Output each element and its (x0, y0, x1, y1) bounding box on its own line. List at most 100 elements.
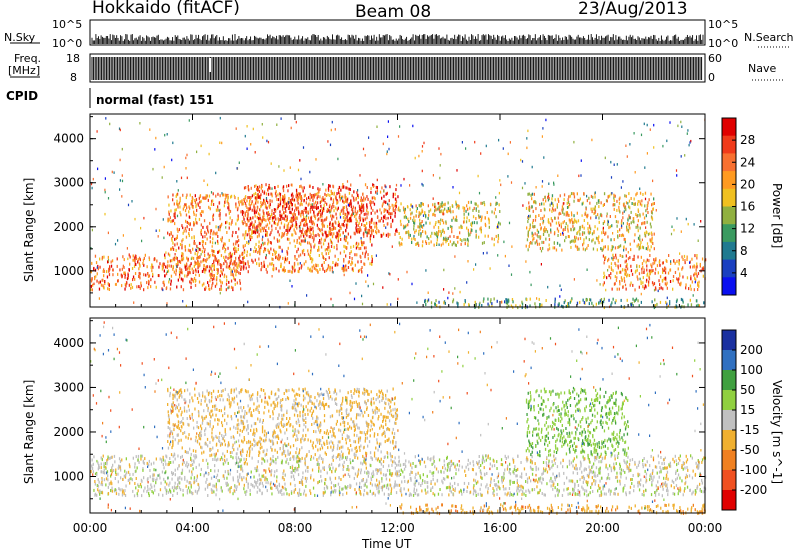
power-cell (196, 256, 198, 260)
power-cell (186, 176, 188, 180)
power-cell (299, 203, 301, 207)
power-cell (649, 222, 652, 226)
power-cell (195, 213, 197, 217)
power-cell (381, 196, 383, 200)
power-cell (296, 238, 298, 242)
power-cell (639, 213, 641, 217)
power-cell (248, 265, 250, 269)
power-cell (585, 214, 588, 218)
power-cell (249, 224, 251, 228)
power-cell (600, 247, 602, 251)
power-cell (132, 254, 134, 258)
power-cell (702, 267, 705, 271)
power-cell (421, 202, 423, 206)
power-cell (484, 222, 486, 226)
power-cell (228, 222, 230, 226)
power-cell (204, 270, 206, 274)
power-cell (473, 206, 475, 210)
power-cell (223, 255, 225, 259)
power-cell (212, 249, 214, 253)
power-cell (230, 257, 232, 261)
power-cell (220, 287, 223, 291)
power-cell (365, 230, 367, 234)
power-cell (217, 268, 219, 272)
power-cell (617, 234, 619, 238)
power-cell (238, 271, 240, 275)
power-cell (346, 208, 348, 212)
power-cell (191, 202, 193, 206)
power-cell (95, 261, 98, 265)
power-cell (497, 237, 500, 240)
power-cell (174, 211, 176, 215)
power-cell (341, 223, 343, 227)
power-cell (569, 220, 571, 224)
power-cell (282, 256, 284, 260)
power-cell (220, 269, 222, 273)
power-cell (382, 202, 384, 206)
power-cell (511, 245, 513, 248)
power-cell (331, 205, 333, 209)
power-cell (214, 284, 217, 288)
power-cell (674, 271, 677, 274)
power-cell (190, 262, 192, 266)
nsky-label: N.Sky (4, 31, 36, 44)
power-cell (639, 187, 641, 190)
power-cell (265, 183, 267, 187)
power-cell (215, 278, 218, 282)
power-cell (432, 174, 434, 177)
power-cell (345, 205, 348, 209)
power-cell (624, 240, 626, 244)
power-cell (556, 241, 559, 245)
power-cell (422, 240, 424, 244)
velocity-cell (378, 486, 380, 490)
power-cell (478, 303, 481, 307)
power-cell (310, 219, 313, 223)
power-cell (613, 207, 615, 211)
power-cell (296, 250, 298, 254)
power-cell (265, 233, 267, 237)
power-cell (199, 212, 202, 216)
power-cell (142, 262, 144, 265)
power-cell (175, 272, 177, 276)
power-cell (258, 185, 261, 189)
power-cell (526, 226, 528, 230)
power-cell (214, 255, 216, 259)
power-cell (541, 202, 543, 206)
power-cell (350, 263, 352, 266)
power-cell (287, 229, 289, 233)
power-cell (309, 192, 311, 196)
power-cell (374, 211, 376, 215)
power-cell (366, 234, 368, 238)
power-cell (260, 222, 262, 226)
power-cell (248, 207, 251, 211)
power-cell (291, 265, 293, 269)
power-cell (622, 234, 625, 237)
power-cell (276, 223, 279, 227)
power-cell (303, 253, 306, 257)
power-cell (345, 268, 348, 272)
power-cell (437, 232, 439, 236)
power-cell (343, 219, 345, 223)
power-cell (618, 208, 620, 212)
power-cell (345, 264, 347, 268)
power-cell (194, 194, 196, 198)
power-cell (573, 220, 575, 224)
power-cell (321, 228, 323, 232)
power-cell (539, 202, 541, 206)
power-cell (171, 237, 173, 241)
power-cell (540, 249, 543, 253)
power-cell (240, 210, 242, 214)
power-cell (211, 269, 213, 273)
power-cell (632, 304, 634, 307)
power-cell (313, 234, 315, 238)
power-cell (340, 209, 342, 213)
power-cell (235, 231, 237, 234)
power-cell (360, 260, 362, 264)
power-cell (241, 210, 244, 213)
power-cell (616, 276, 618, 279)
power-cell (499, 179, 501, 182)
power-cell (302, 211, 304, 215)
power-cell (447, 296, 449, 300)
power-cell (390, 303, 392, 306)
power-cell (171, 219, 173, 223)
